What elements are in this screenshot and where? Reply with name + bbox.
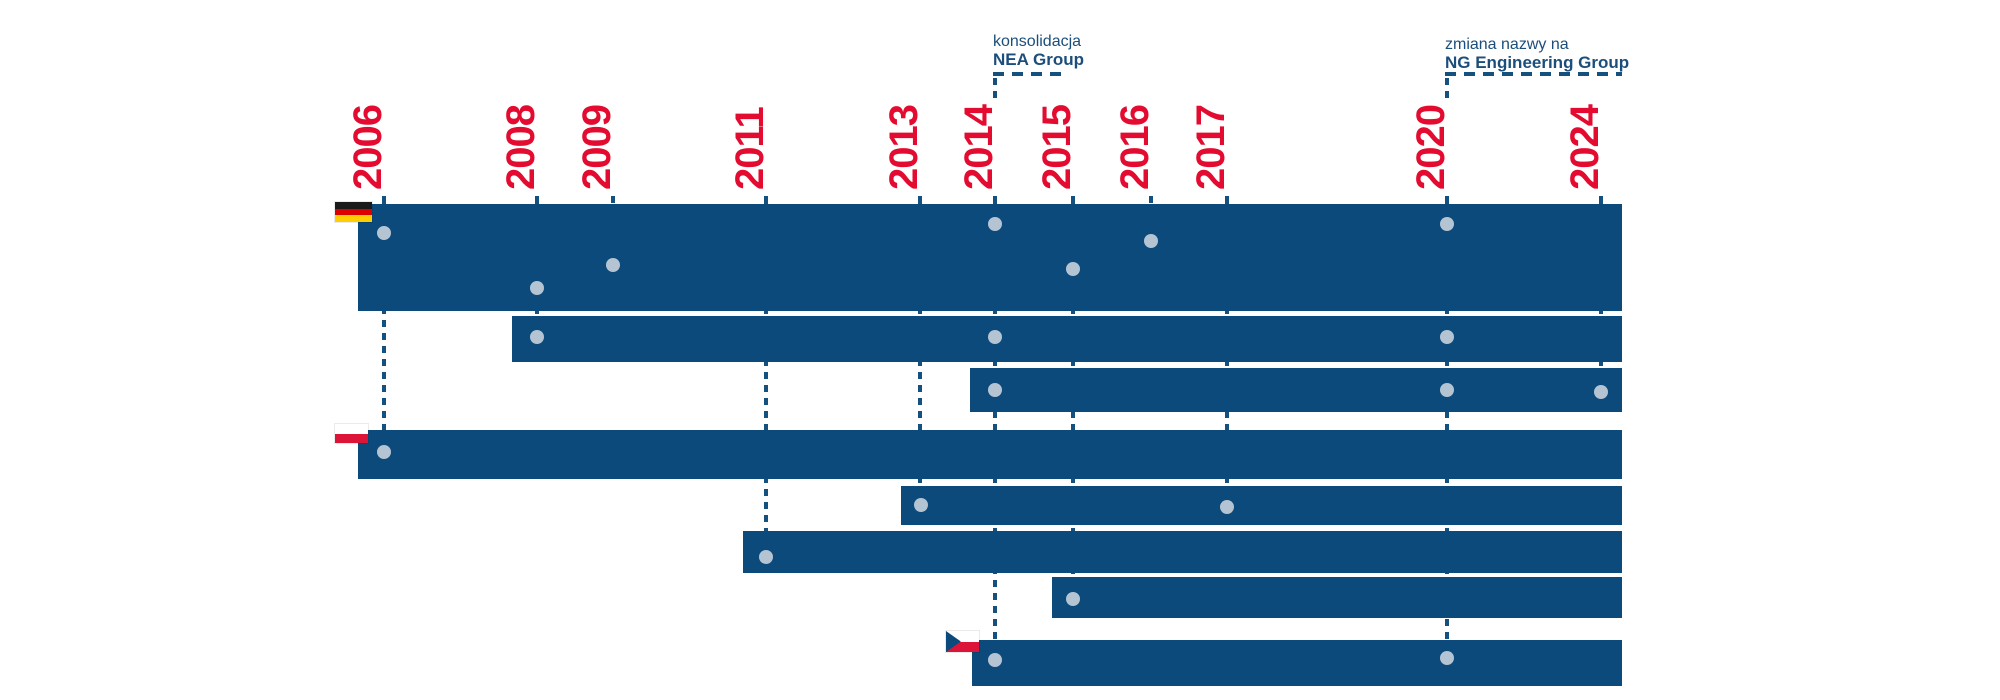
year-label-2015: 2015 — [1035, 105, 1079, 190]
year-label-2008: 2008 — [499, 105, 543, 190]
event-dot-2024 — [1594, 385, 1608, 399]
event-dot-2009 — [606, 258, 620, 272]
annotation-connector-2020 — [1445, 78, 1449, 98]
annotation-konsolidacja-line1: konsolidacja — [993, 33, 1082, 50]
annotation-konsolidacja: konsolidacja NEA Group — [993, 33, 1084, 69]
event-dot-2011 — [759, 550, 773, 564]
year-label-2009: 2009 — [575, 105, 619, 190]
year-label-2011: 2011 — [728, 107, 772, 190]
year-tick-2016 — [1149, 196, 1153, 203]
year-label-2006: 2006 — [346, 105, 390, 190]
year-tick-2020 — [1445, 196, 1449, 203]
event-dot-2014 — [988, 330, 1002, 344]
event-dot-2006 — [377, 226, 391, 240]
flag-stripe — [335, 433, 368, 443]
annotation-leader-konsolidacja — [993, 72, 1068, 76]
timeline-bar-czech-republic-8 — [972, 640, 1622, 686]
annotation-zmiana-nazwy: zmiana nazwy na NG Engineering Group — [1445, 36, 1629, 72]
year-tick-2017 — [1225, 196, 1229, 203]
year-guide-line-2011 — [764, 203, 768, 531]
flag-stripe — [335, 208, 372, 216]
event-dot-2013 — [914, 498, 928, 512]
event-dot-2020 — [1440, 651, 1454, 665]
timeline-bar-poland-4 — [358, 430, 1622, 479]
year-label-2014: 2014 — [957, 105, 1001, 190]
annotation-zmiana-nazwy-line1: zmiana nazwy na — [1445, 36, 1569, 53]
event-dot-2008 — [530, 281, 544, 295]
year-tick-2013 — [918, 196, 922, 203]
annotation-connector-2014 — [993, 78, 997, 98]
flag-stripe — [335, 202, 372, 209]
year-label-2020: 2020 — [1409, 105, 1453, 190]
event-dot-2016 — [1144, 234, 1158, 248]
annotation-konsolidacja-line2: NEA Group — [993, 50, 1084, 69]
year-guide-line-2014 — [993, 203, 997, 640]
event-dot-2008 — [530, 330, 544, 344]
flag-poland — [335, 424, 368, 443]
timeline-bar-germany-3 — [970, 368, 1622, 412]
timeline-bar-poland-6 — [743, 531, 1622, 573]
flag-czech-republic — [946, 631, 979, 652]
year-guide-line-2020 — [1445, 203, 1449, 640]
event-dot-2020 — [1440, 383, 1454, 397]
timeline-bar-poland-5 — [901, 486, 1622, 525]
timeline-bar-poland-7 — [1052, 577, 1622, 618]
flag-stripe — [946, 631, 979, 642]
event-dot-2014 — [988, 653, 1002, 667]
flag-stripe — [946, 641, 979, 652]
year-tick-2006 — [382, 196, 386, 203]
annotation-zmiana-nazwy-line2: NG Engineering Group — [1445, 53, 1630, 72]
event-dot-2006 — [377, 445, 391, 459]
year-tick-2008 — [535, 196, 539, 203]
year-tick-2024 — [1599, 196, 1603, 203]
flag-stripe — [335, 215, 372, 222]
event-dot-2017 — [1220, 500, 1234, 514]
event-dot-2014 — [988, 217, 1002, 231]
flag-germany — [335, 202, 372, 222]
flag-stripe — [335, 424, 368, 434]
year-tick-2011 — [764, 196, 768, 203]
annotation-leader-zmiana-nazwy — [1445, 72, 1622, 76]
event-dot-2015 — [1066, 592, 1080, 606]
year-label-2017: 2017 — [1189, 105, 1233, 190]
event-dot-2015 — [1066, 262, 1080, 276]
year-guide-line-2006 — [382, 203, 386, 430]
year-label-2013: 2013 — [882, 105, 926, 190]
year-tick-2014 — [993, 196, 997, 203]
year-label-2024: 2024 — [1563, 105, 1607, 190]
event-dot-2020 — [1440, 217, 1454, 231]
event-dot-2020 — [1440, 330, 1454, 344]
year-tick-2015 — [1071, 196, 1075, 203]
year-label-2016: 2016 — [1113, 105, 1157, 190]
event-dot-2014 — [988, 383, 1002, 397]
year-tick-2009 — [611, 196, 615, 203]
timeline-bar-germany-2 — [512, 316, 1622, 362]
